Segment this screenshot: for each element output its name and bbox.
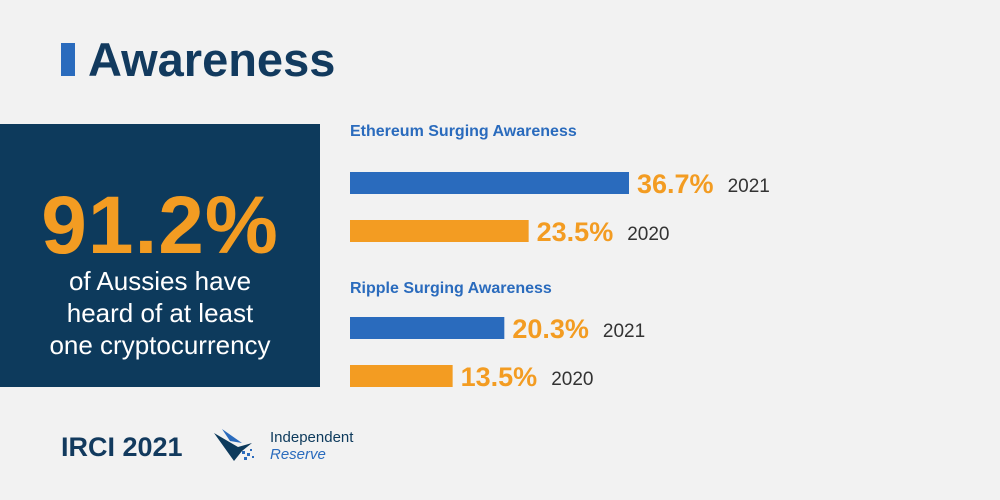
- bar-2020: [350, 220, 529, 242]
- brand-line-2: Reserve: [270, 446, 326, 463]
- bar-value-label: 36.7%: [637, 169, 714, 199]
- headline-stat-panel: 91.2% of Aussies have heard of at least …: [0, 124, 320, 387]
- bar-year-label: 2021: [728, 176, 770, 197]
- footer-label: IRCI 2021: [61, 432, 183, 462]
- group-title: Ripple Surging Awareness: [350, 280, 552, 297]
- headline-stat-value: 91.2%: [41, 180, 279, 271]
- caption-line: heard of at least: [66, 298, 254, 328]
- bar-year-label: 2020: [551, 369, 593, 390]
- headline-stat-caption: of Aussies have heard of at least one cr…: [0, 265, 320, 361]
- bar-2021: [350, 317, 505, 339]
- title-accent-bar: [61, 43, 75, 76]
- bar-year-label: 2020: [627, 224, 669, 245]
- bar-2021: [350, 172, 629, 194]
- group-title: Ethereum Surging Awareness: [350, 123, 577, 140]
- caption-line: one cryptocurrency: [49, 330, 271, 360]
- bar-2020: [350, 365, 453, 387]
- caption-line: of Aussies have: [68, 266, 252, 296]
- bar-value-label: 20.3%: [512, 314, 589, 344]
- bar-value-label: 23.5%: [537, 217, 614, 247]
- awareness-bar-chart: Ethereum Surging Awareness 36.7% 2021 23.5%…: [350, 123, 770, 392]
- page-title: Awareness: [88, 33, 336, 86]
- bar-year-label: 2021: [603, 321, 645, 342]
- bird-logo-icon: [214, 429, 254, 461]
- brand-wordmark: Independent Reserve: [270, 429, 353, 463]
- bar-value-label: 13.5%: [461, 362, 538, 392]
- brand-line-1: Independent: [270, 429, 354, 446]
